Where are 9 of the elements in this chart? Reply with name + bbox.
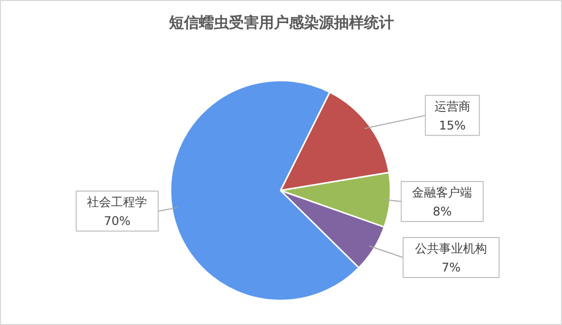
slice-label: 金融客户端 <box>412 186 472 200</box>
slice-label: 社会工程学 <box>87 195 148 210</box>
data-label: 70% <box>104 214 131 228</box>
slice-label: 运营商 <box>434 99 470 114</box>
slice-label: 公共事业机构 <box>415 242 488 256</box>
data-label: 8% <box>432 204 452 219</box>
data-label: 15% <box>439 118 466 132</box>
chart-title: 短信蠕虫受害用户感染源抽样统计 <box>168 14 394 32</box>
data-label: 7% <box>442 260 461 275</box>
